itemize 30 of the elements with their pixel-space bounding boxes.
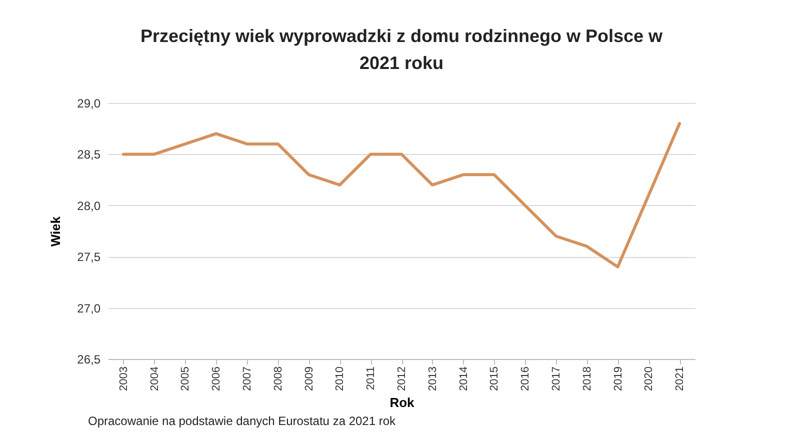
x-tick-label: 2013 (426, 366, 439, 391)
text: Opracowanie na podstawie danych Eurostatu za 2021 rok (88, 414, 396, 428)
x-tick-label: 2008 (272, 366, 284, 391)
x-tick-label: 2007 (242, 366, 254, 391)
line-series (122, 122, 682, 268)
x-tick-label: 2010 (334, 366, 346, 391)
x-tick-label: 2015 (488, 366, 501, 391)
x-tick-label: 2009 (303, 366, 316, 391)
x-tick-label: 2016 (520, 366, 532, 391)
x-tick-label: 2006 (210, 366, 223, 391)
x-tick-label: 2014 (458, 366, 470, 391)
x-tick-label: 2019 (612, 366, 624, 391)
x-tick-label: 2012 (396, 366, 408, 391)
y-tick-label: 27,0 (77, 301, 101, 316)
x-tick-label: 2018 (581, 366, 594, 391)
y-tick-label: 28,0 (77, 198, 101, 213)
x-tick-label: 2011 (365, 366, 378, 390)
y-tick-label: 28,5 (77, 148, 101, 162)
x-tick-label: 2017 (550, 366, 562, 391)
x-axis-title: Rok (390, 394, 416, 410)
x-tick-label: 2021 (674, 366, 686, 391)
y-axis-title: Wiek (48, 216, 64, 247)
y-tick-label: 29,0 (77, 96, 101, 110)
x-tick-label: 2003 (118, 366, 130, 391)
x-tick-label: 2020 (643, 366, 656, 391)
x-tick-label: 2004 (148, 366, 161, 391)
x-tick-label: 2005 (180, 366, 192, 391)
y-tick-label: 27,5 (77, 250, 101, 264)
y-tick-label: 26,5 (77, 352, 101, 366)
chart-title: Przeciętny wiek wyprowadzki z domu rodzinnego w Polsce w 2021 roku (140, 26, 664, 73)
